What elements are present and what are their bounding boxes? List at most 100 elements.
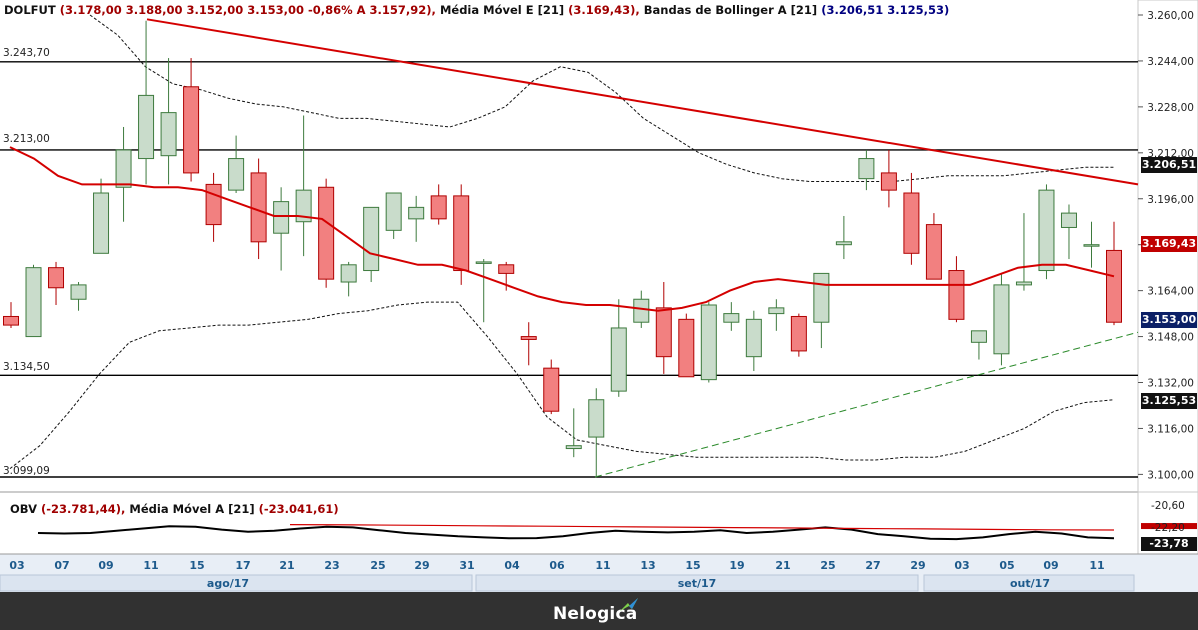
x-tick-label: 09: [1043, 559, 1058, 572]
obv-header: OBV (-23.781,44), Média Móvel A [21] (-2…: [10, 502, 339, 516]
price-chart: 3.100,00 3.116,00 3.132,00 3.148,00 3.164,00…: [0, 0, 1198, 592]
candle-body: [858, 158, 875, 180]
candle-body: [295, 189, 312, 223]
x-tick-label: 23: [324, 559, 339, 572]
candle-body: [925, 224, 942, 280]
obv-value: (-23.781,44),: [41, 502, 126, 516]
candle-body: [363, 206, 380, 272]
candle-body: [340, 264, 357, 283]
candle-body: [93, 192, 110, 254]
y-tick-label: 3.116,00: [1147, 423, 1194, 435]
candle-body: [565, 445, 582, 450]
ohlc-values: (3.178,00 3.188,00 3.152,00 3.153,00 -0,…: [59, 3, 436, 17]
ema-label: Média Móvel E [21]: [439, 3, 565, 17]
footer-bar: [0, 592, 1198, 630]
obv-ma-marker: [1141, 523, 1197, 530]
candle-body: [408, 206, 425, 220]
candle-body: [768, 307, 785, 315]
level-label-1: 3.243,70: [3, 47, 50, 59]
y-tick-label: 3.164,00: [1147, 286, 1194, 298]
month-label: ago/17: [207, 577, 249, 590]
x-tick-label: 11: [595, 559, 610, 572]
candle-body: [903, 192, 920, 254]
x-tick-label: 25: [820, 559, 835, 572]
candle-body: [25, 267, 42, 338]
x-tick-label: 29: [414, 559, 429, 572]
obv-ma-value: (-23.041,61): [258, 502, 339, 516]
bb-open-paren: (: [821, 3, 827, 17]
bb-close-paren: ): [943, 3, 950, 17]
ema-value: (3.169,43),: [568, 3, 640, 17]
x-tick-label: 11: [1089, 559, 1104, 572]
x-tick-label: 25: [370, 559, 385, 572]
x-tick-label: 09: [98, 559, 113, 572]
y-tick-label: 3.228,00: [1147, 102, 1194, 114]
month-band: [0, 574, 473, 592]
candle-body: [588, 399, 605, 438]
bb-lower-tag: 3.125,53: [1141, 393, 1197, 409]
candle-body: [678, 318, 695, 378]
y-tick-label: 3.260,00: [1147, 10, 1194, 22]
obv-label: OBV: [10, 502, 37, 516]
obv-axis-mid: -22,20: [1151, 522, 1185, 534]
level-label-4: 3.099,09: [3, 465, 50, 477]
candle-body: [543, 367, 560, 412]
candle-body: [1038, 189, 1055, 272]
x-tick-label: 19: [729, 559, 744, 572]
x-tick-label: 06: [549, 559, 565, 572]
candle-body: [993, 284, 1010, 355]
candle-body: [115, 149, 132, 188]
candle-body: [520, 336, 537, 340]
obv-axis-top: -20,60: [1151, 500, 1185, 512]
candle-body: [1106, 249, 1122, 323]
nelogica-mark-icon: [620, 598, 638, 611]
month-band: [475, 574, 919, 592]
candle-body: [655, 307, 672, 358]
candle-body: [138, 94, 155, 160]
month-label: set/17: [678, 577, 717, 590]
ema-21-line: [9, 146, 1115, 312]
x-tick-label: 03: [9, 559, 24, 572]
x-tick-label: 17: [235, 559, 250, 572]
candle-body: [745, 318, 762, 358]
y-tick-label: 3.212,00: [1147, 148, 1194, 160]
obv-current-tag: -23,78: [1141, 537, 1197, 551]
x-tick-label: 31: [459, 559, 474, 572]
level-label-3: 3.134,50: [3, 361, 50, 373]
x-tick-label: 07: [54, 559, 69, 572]
y-tick-label: 3.244,00: [1147, 56, 1194, 68]
bb-lower-value: 3.125,53: [887, 3, 944, 17]
bollinger-upper-band: [89, 14, 1114, 182]
candle-body: [610, 327, 627, 392]
candle-body: [880, 172, 897, 191]
candle-body: [453, 195, 470, 272]
candle-body: [948, 270, 965, 320]
x-tick-label: 21: [279, 559, 294, 572]
x-tick-label: 27: [865, 559, 880, 572]
candle-body: [273, 201, 290, 234]
bollinger-lower-band: [9, 301, 1115, 469]
bb-upper-tag: 3.206,51: [1141, 157, 1197, 173]
bb-upper-value: 3.206,51: [826, 3, 884, 17]
candle-body: [1015, 281, 1032, 286]
candle-body: [723, 313, 740, 323]
x-tick-label: 29: [910, 559, 925, 572]
y-tick-label: 3.148,00: [1147, 332, 1194, 344]
brand-logo-text: Nelogica: [553, 604, 638, 624]
candle-body: [3, 315, 19, 326]
candle-body: [835, 241, 852, 246]
candle-body: [318, 186, 335, 280]
x-tick-label: 03: [954, 559, 969, 572]
y-tick-label: 3.196,00: [1147, 194, 1194, 206]
candle-body: [228, 158, 245, 191]
x-tick-label: 11: [143, 559, 158, 572]
candle-body: [160, 112, 177, 157]
candle-body: [633, 298, 650, 323]
x-tick-label: 15: [189, 559, 204, 572]
downtrend-line: [146, 18, 1139, 186]
candle-body: [475, 261, 492, 264]
x-tick-label: 21: [775, 559, 790, 572]
candle-body: [790, 315, 807, 352]
x-tick-label: 05: [999, 559, 1014, 572]
